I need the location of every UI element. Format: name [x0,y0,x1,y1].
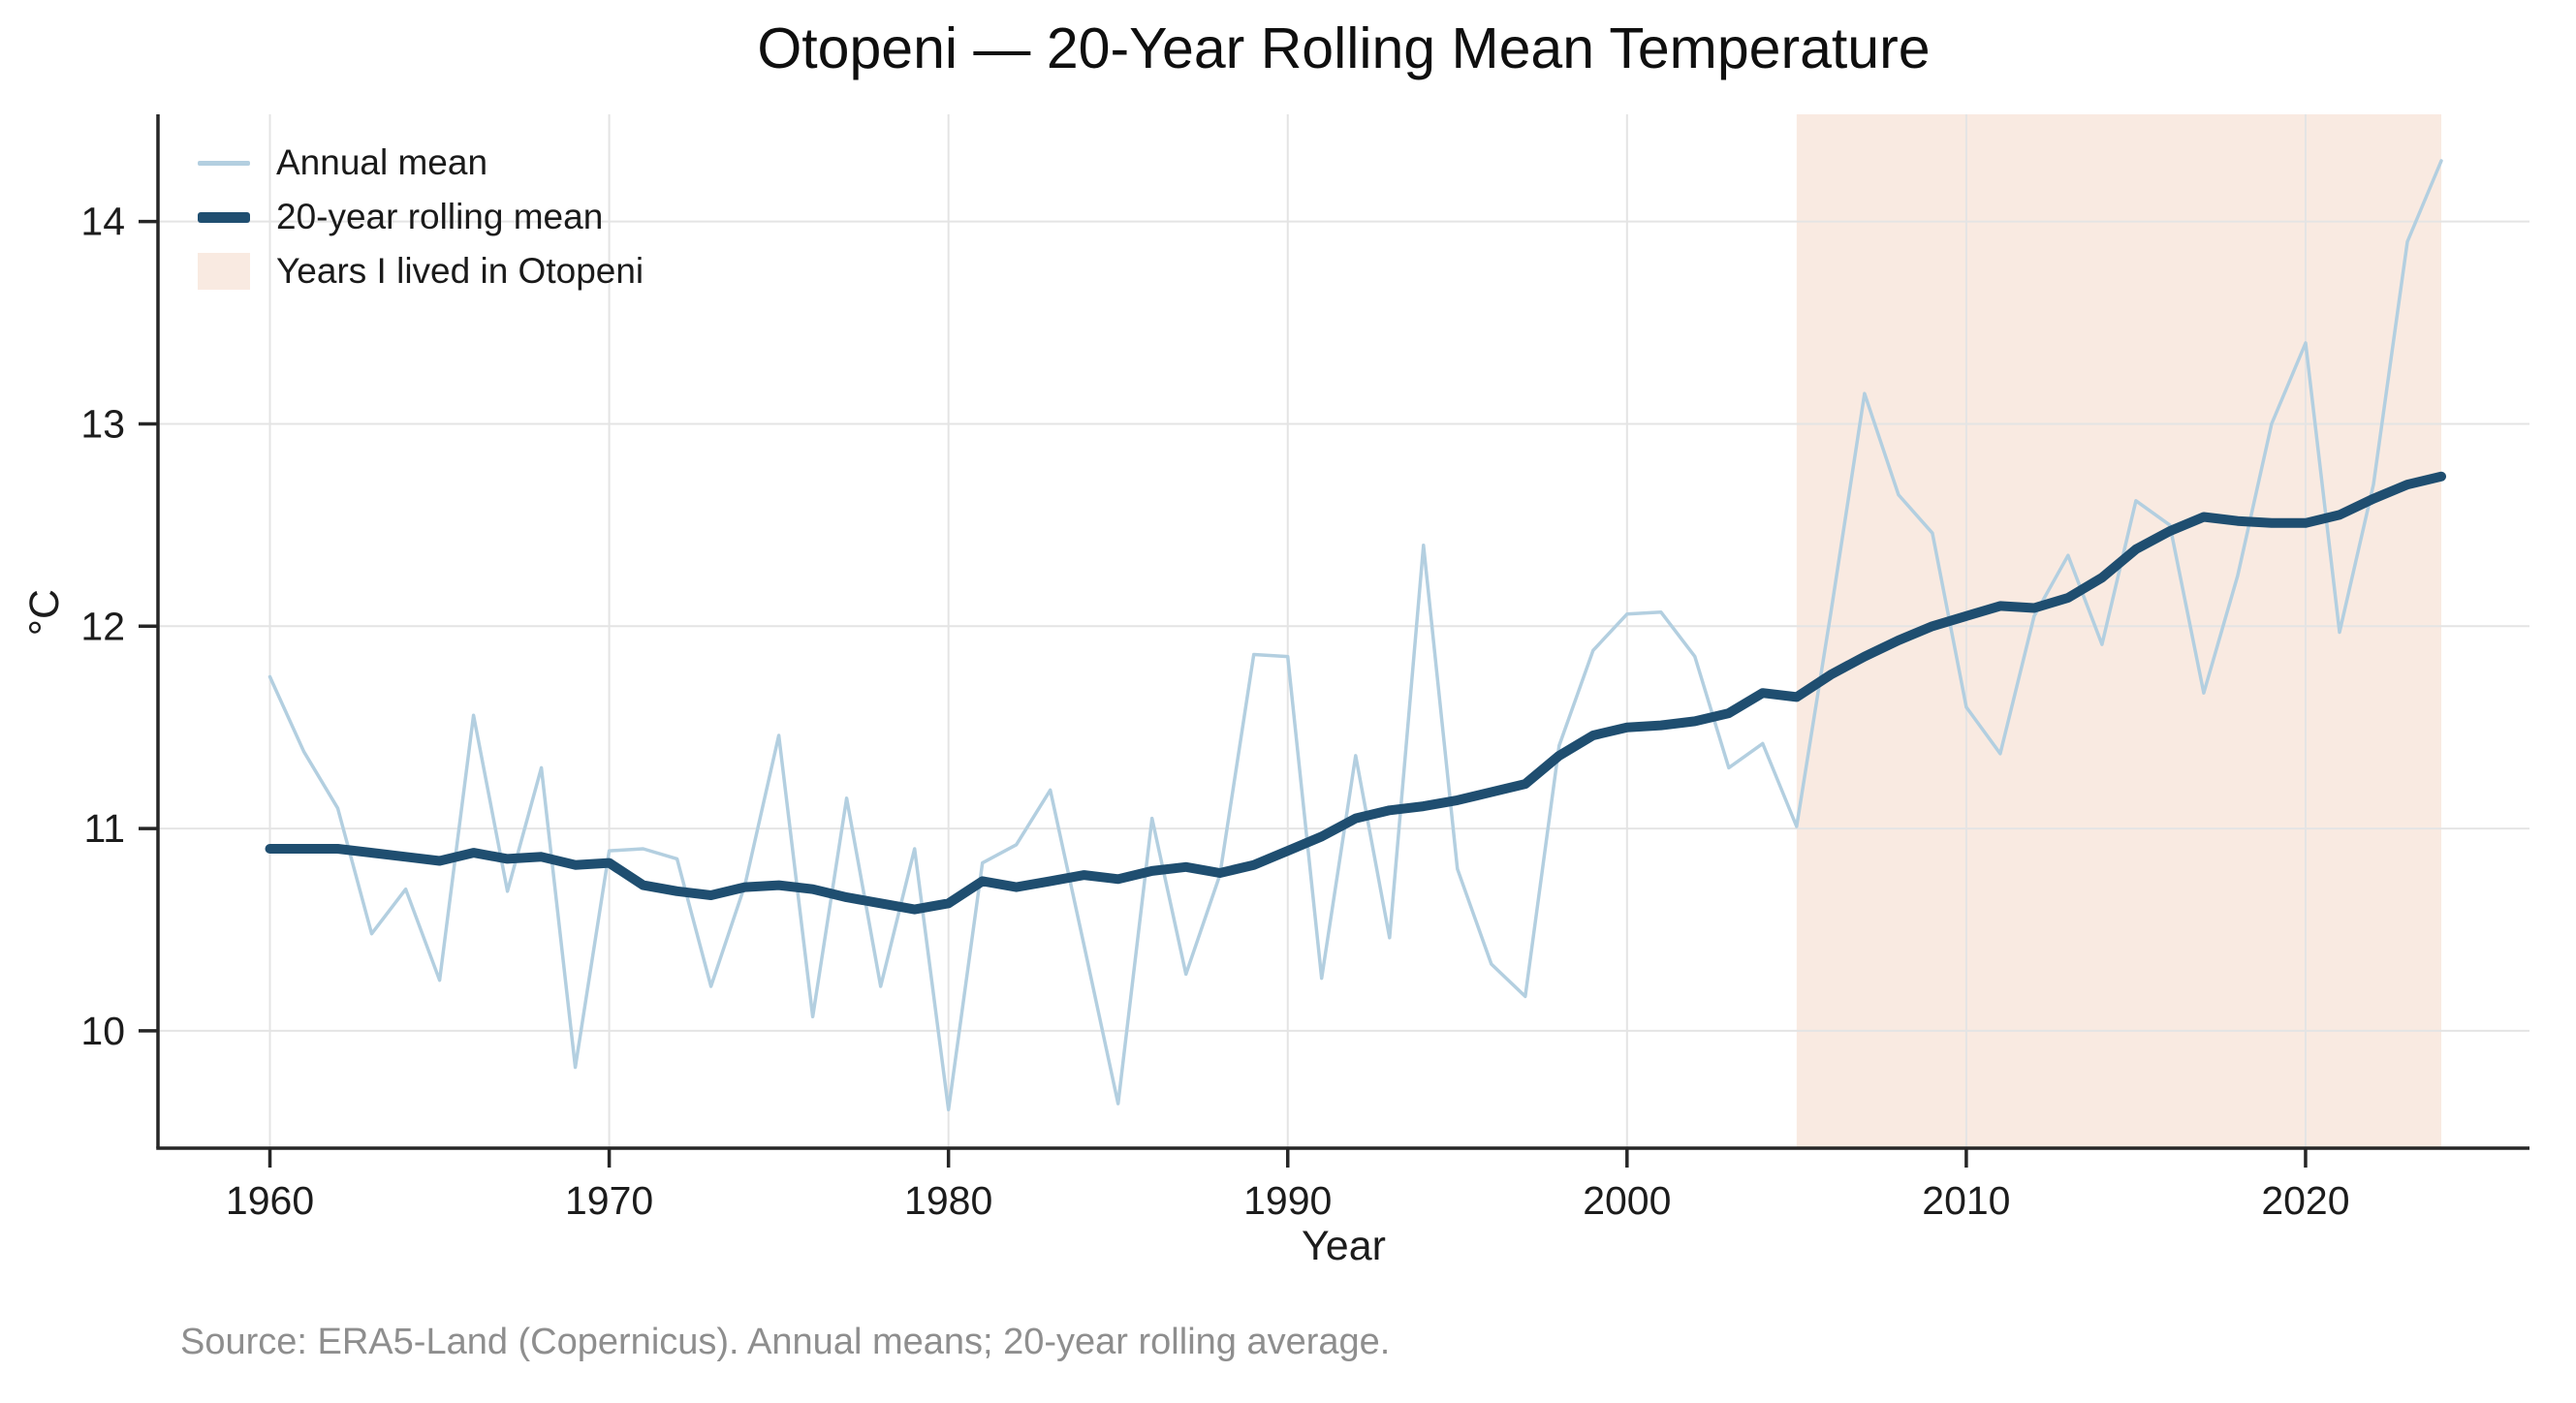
x-axis-title: Year [1302,1223,1386,1269]
y-tick-label: 12 [80,604,125,648]
x-tick-label: 2000 [1583,1178,1671,1223]
lived-years-shade [1796,114,2441,1148]
legend-item-annual-mean: Annual mean [197,136,644,190]
legend-item-rolling-mean: 20-year rolling mean [197,190,644,244]
lived-years-shade-swatch-icon [197,253,251,290]
y-axis-title: °C [21,589,68,637]
legend-label: Annual mean [276,142,488,182]
rolling-mean-line-swatch-icon [197,211,251,223]
x-tick-label: 1960 [226,1178,314,1223]
rolling-mean-line [265,471,2446,915]
x-tick-label: 1970 [565,1178,653,1223]
x-tick-label: 2010 [1922,1178,2010,1223]
chart-title: Otopeni — 20-Year Rolling Mean Temperatu… [757,16,1931,80]
x-tick-label: 1990 [1243,1178,1332,1223]
legend: Annual mean 20-year rolling mean Years I… [197,136,644,298]
y-tick-label: 11 [83,806,125,851]
annual-mean-line-swatch-icon [197,160,251,166]
annual-mean-line [267,159,2443,1112]
y-tick-label: 14 [80,200,125,244]
x-tick-label: 2020 [2261,1178,2349,1223]
x-tick-label: 1980 [904,1178,992,1223]
y-tick-label: 10 [80,1009,125,1053]
legend-label: Years I lived in Otopeni [276,251,644,291]
legend-item-lived-years: Years I lived in Otopeni [197,244,644,298]
source-note: Source: ERA5-Land (Copernicus). Annual m… [180,1322,1391,1362]
legend-label: 20-year rolling mean [276,197,604,236]
y-tick-label: 13 [80,401,125,446]
